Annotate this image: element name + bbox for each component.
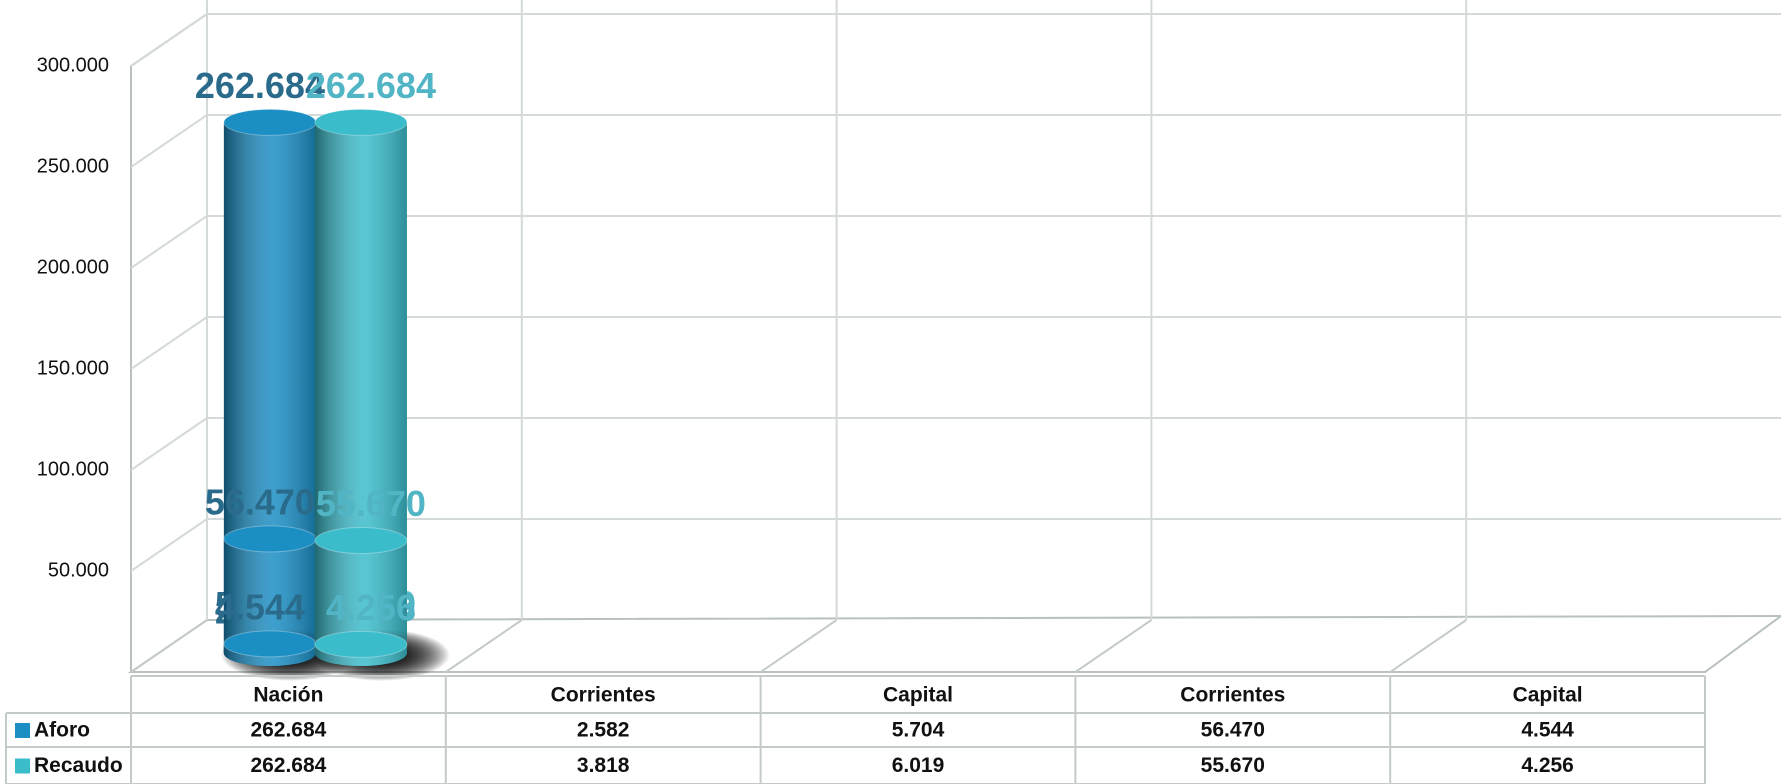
grid-line-side bbox=[130, 13, 208, 67]
x-tick-label: Corrientes bbox=[551, 684, 656, 707]
legend-swatch bbox=[15, 758, 30, 774]
data-label: 55.670 bbox=[316, 483, 426, 524]
grid-line-side bbox=[130, 316, 208, 370]
bar-top bbox=[314, 527, 408, 555]
table-cell: 3.818 bbox=[577, 754, 630, 777]
table-cell: 56.470 bbox=[1201, 719, 1265, 742]
bar-top bbox=[223, 630, 317, 658]
bar-top bbox=[314, 108, 408, 136]
table-cell: 2.582 bbox=[577, 719, 630, 742]
floor-line bbox=[1074, 619, 1152, 673]
data-label: 56.470 bbox=[205, 481, 315, 522]
data-label: 262.684 bbox=[306, 65, 436, 106]
y-tick-label: 200.000 bbox=[37, 256, 109, 278]
table-cell: 4.544 bbox=[1521, 719, 1574, 742]
bar-top bbox=[314, 630, 408, 658]
data-label: 4.544 bbox=[215, 586, 305, 627]
floor-line bbox=[130, 619, 208, 673]
x-tick-label: Corrientes bbox=[1180, 684, 1285, 707]
table-cell: 262.684 bbox=[250, 719, 326, 742]
x-tick-label: Capital bbox=[883, 684, 953, 707]
table-cell: 262.684 bbox=[250, 754, 326, 777]
x-tick-label: Capital bbox=[1513, 684, 1583, 707]
table-cell: 6.019 bbox=[892, 754, 945, 777]
y-tick-label: 150.000 bbox=[37, 357, 109, 379]
grid-line-side bbox=[130, 518, 208, 572]
data-label: 4.256 bbox=[326, 587, 416, 628]
x-tick-label: Nación bbox=[253, 684, 323, 707]
data-label: 262.684 bbox=[195, 65, 325, 106]
bar-top bbox=[223, 108, 317, 136]
y-tick-label: 300.000 bbox=[37, 54, 109, 76]
table-cell: 55.670 bbox=[1201, 754, 1265, 777]
floor-line bbox=[760, 619, 838, 673]
y-tick-label: 250.000 bbox=[37, 155, 109, 177]
bar-top bbox=[223, 525, 317, 553]
legend-label: Aforo bbox=[34, 719, 90, 742]
grid-line-side bbox=[130, 417, 208, 471]
y-tick-label: 50.000 bbox=[48, 559, 109, 581]
grid-line-side bbox=[130, 114, 208, 168]
table-cell: 5.704 bbox=[892, 719, 945, 742]
table-cell: 4.256 bbox=[1521, 754, 1574, 777]
legend-label: Recaudo bbox=[34, 754, 123, 777]
floor-line bbox=[445, 619, 523, 673]
y-tick-label: 100.000 bbox=[37, 458, 109, 480]
floor-line bbox=[1389, 619, 1467, 673]
grid-line-side bbox=[130, 215, 208, 269]
legend-swatch bbox=[15, 723, 30, 738]
